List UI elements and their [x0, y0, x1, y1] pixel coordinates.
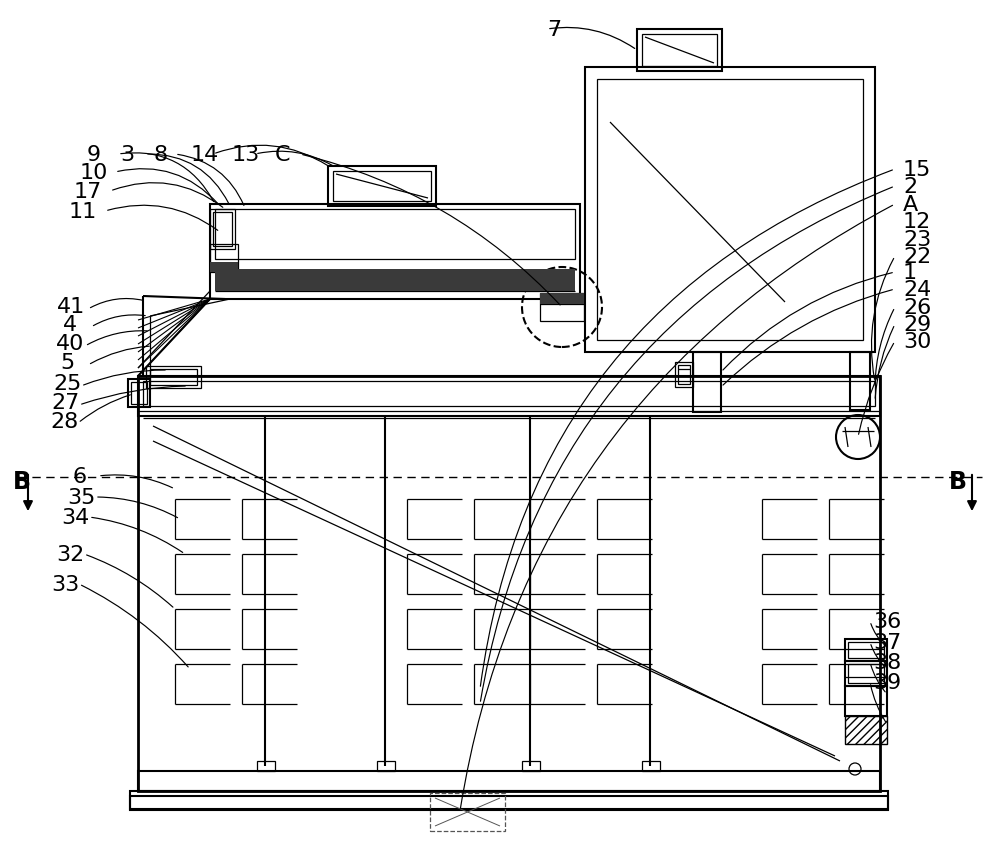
Text: 10: 10 [80, 163, 108, 183]
Text: 30: 30 [903, 331, 931, 351]
Text: 6: 6 [72, 467, 86, 486]
Bar [848, 664, 884, 684]
Text: 27: 27 [51, 393, 79, 412]
Text: 12: 12 [903, 212, 931, 232]
Bar [637, 30, 722, 72]
Bar [138, 376, 880, 791]
Text: 38: 38 [873, 653, 901, 672]
Bar [845, 639, 887, 661]
Text: 1: 1 [903, 263, 917, 282]
Text: B: B [13, 469, 31, 493]
Text: 13: 13 [232, 145, 260, 164]
Text: 14: 14 [191, 145, 219, 164]
Text: 24: 24 [903, 280, 931, 300]
Bar [848, 642, 884, 659]
Bar [130, 796, 888, 810]
Bar [150, 369, 197, 386]
Bar [377, 761, 395, 771]
Bar [210, 263, 238, 273]
Bar [146, 367, 201, 388]
Bar [138, 376, 880, 417]
Text: C: C [275, 145, 291, 164]
Bar [213, 213, 232, 247]
Bar [522, 761, 540, 771]
Bar [328, 167, 436, 207]
Bar [257, 761, 275, 771]
Bar [128, 380, 150, 407]
Text: 40: 40 [56, 333, 84, 354]
Text: 3: 3 [120, 145, 134, 164]
Text: 8: 8 [153, 145, 167, 164]
Bar [642, 761, 660, 771]
Bar [678, 366, 690, 385]
Text: 34: 34 [61, 507, 89, 528]
Bar [540, 294, 584, 305]
Bar [850, 353, 870, 411]
Bar [210, 210, 235, 250]
Text: 25: 25 [53, 374, 81, 393]
Bar [845, 716, 887, 744]
Text: 37: 37 [873, 632, 901, 653]
Text: A: A [903, 195, 918, 214]
Text: 35: 35 [67, 487, 95, 507]
Bar [130, 791, 888, 809]
Text: 9: 9 [87, 145, 101, 164]
Bar [131, 382, 147, 405]
Bar [597, 80, 863, 341]
Bar [210, 205, 580, 300]
Text: 39: 39 [873, 672, 901, 692]
Bar [430, 793, 505, 831]
Text: 7: 7 [547, 20, 561, 40]
Text: 33: 33 [51, 574, 79, 594]
Bar [143, 381, 875, 406]
Text: 17: 17 [74, 182, 102, 201]
Text: 23: 23 [903, 230, 931, 250]
Bar [210, 245, 238, 273]
Bar [693, 353, 721, 412]
Bar [585, 68, 875, 353]
Bar [540, 294, 584, 322]
Bar [845, 661, 887, 686]
Bar [138, 771, 880, 791]
Text: B: B [949, 469, 967, 493]
Text: 15: 15 [903, 160, 931, 180]
Text: 5: 5 [60, 353, 74, 373]
Text: 22: 22 [903, 247, 931, 267]
Bar [215, 210, 575, 260]
Bar [215, 269, 575, 292]
Text: 2: 2 [903, 177, 917, 197]
Text: 11: 11 [69, 201, 97, 222]
Text: 32: 32 [56, 544, 84, 564]
Text: 41: 41 [57, 297, 85, 317]
Bar [333, 172, 431, 201]
Text: 4: 4 [63, 314, 77, 335]
Text: 36: 36 [873, 611, 901, 631]
Bar [845, 686, 887, 716]
Bar [642, 35, 717, 67]
Text: 28: 28 [50, 412, 78, 431]
Text: 26: 26 [903, 298, 931, 318]
Text: 29: 29 [903, 314, 931, 335]
Bar [675, 362, 693, 387]
